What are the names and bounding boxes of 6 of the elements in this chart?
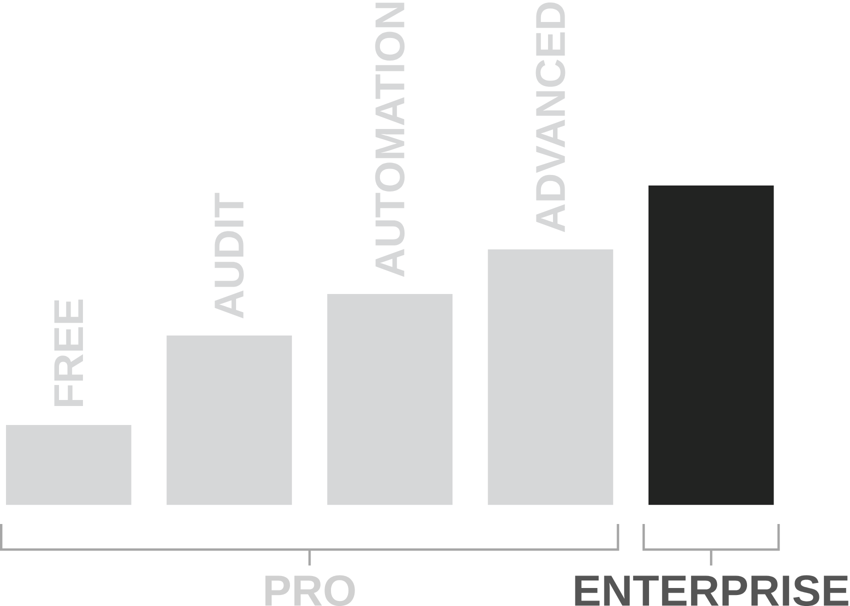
bar <box>648 185 774 505</box>
bar <box>6 424 132 505</box>
text: ENTERPRISE <box>575 575 848 606</box>
bar <box>166 336 292 505</box>
bar <box>488 249 614 505</box>
bar <box>327 294 453 505</box>
